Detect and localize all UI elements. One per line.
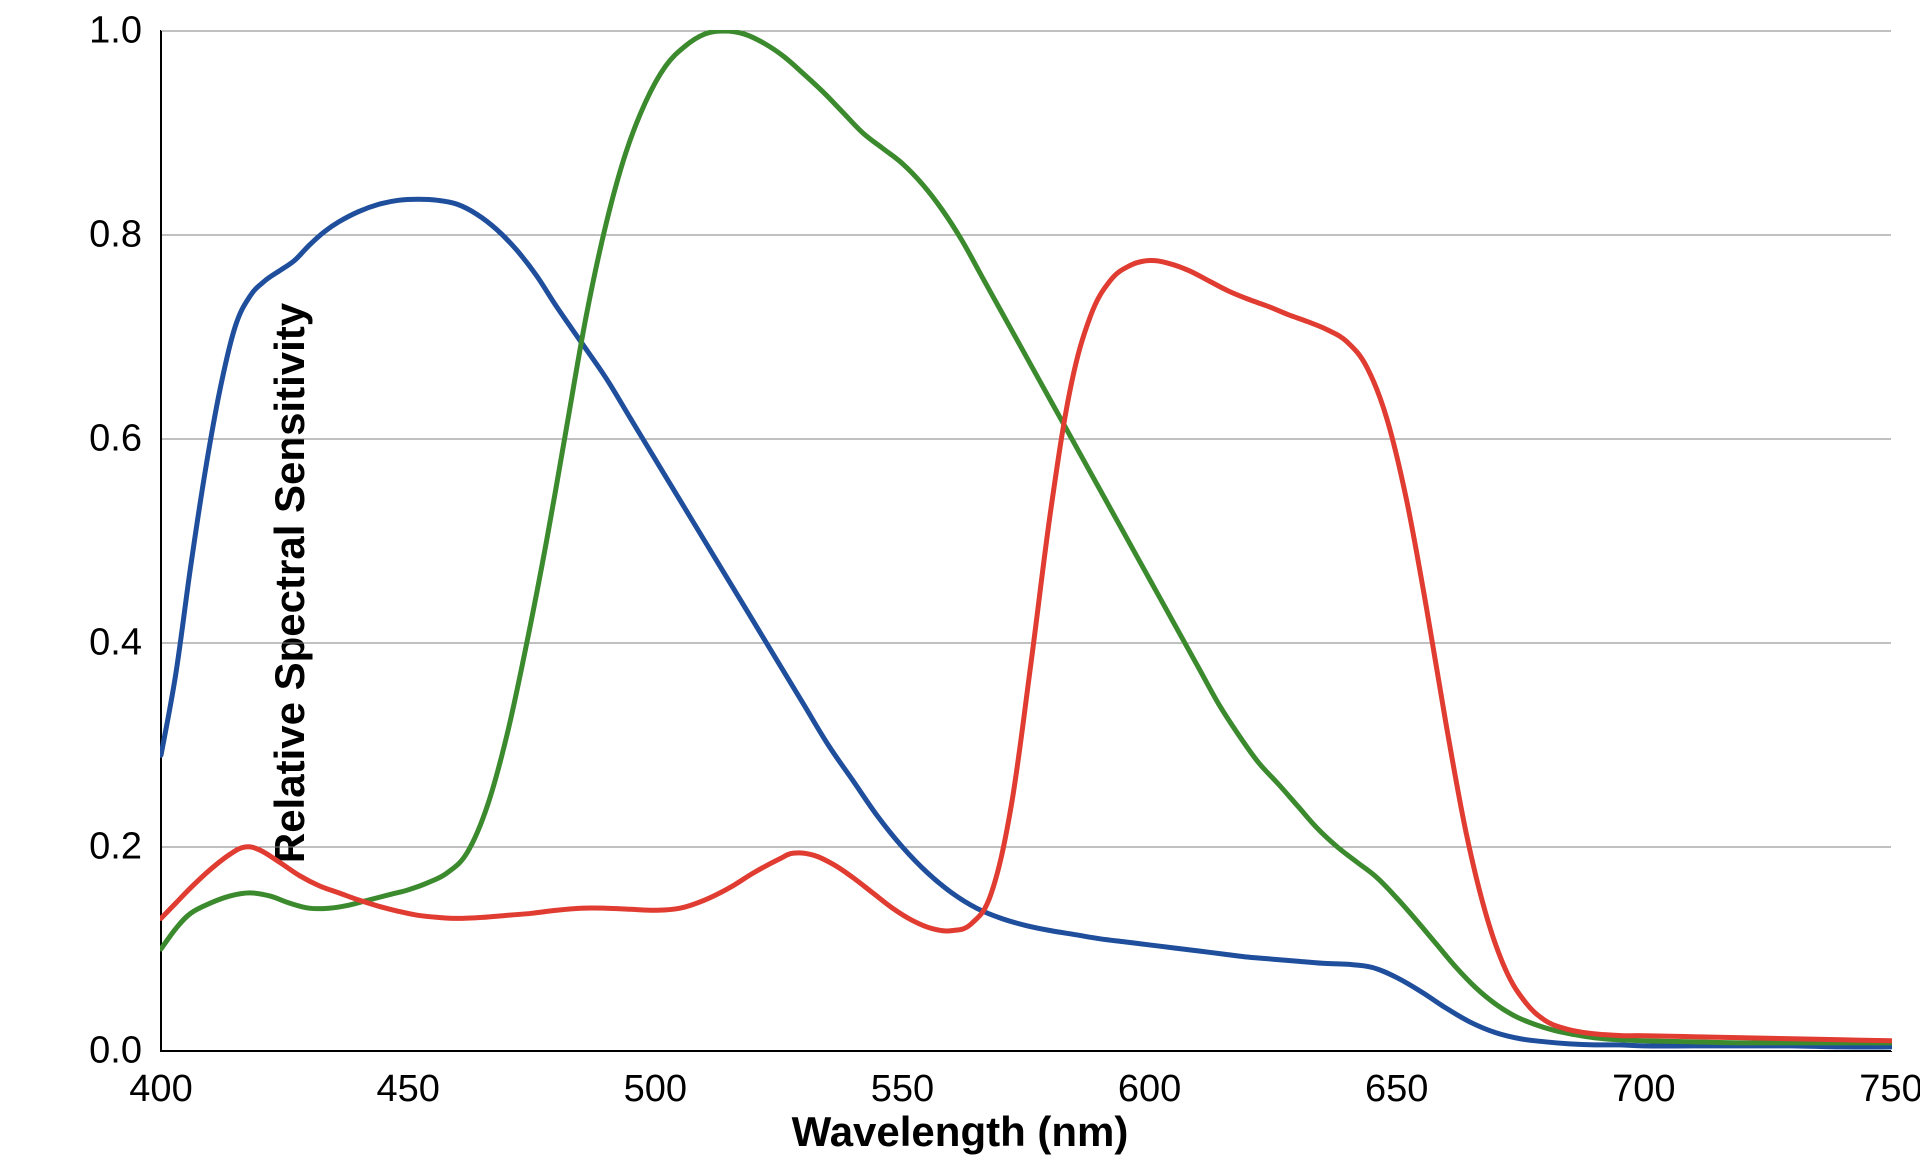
x-tick-label: 500: [615, 1068, 695, 1111]
blue-series: [161, 199, 1891, 1047]
chart-plot-area: [160, 30, 1892, 1052]
x-tick-label: 450: [368, 1068, 448, 1111]
x-tick-label: 550: [862, 1068, 942, 1111]
x-tick-label: 400: [121, 1068, 201, 1111]
x-tick-label: 700: [1604, 1068, 1684, 1111]
green-series: [161, 31, 1891, 1043]
x-tick-label: 650: [1357, 1068, 1437, 1111]
spectral-sensitivity-chart: Relative Spectral Sensitivity Wavelength…: [0, 0, 1920, 1166]
y-tick-label: 0.4: [82, 622, 142, 665]
x-axis-title: Wavelength (nm): [792, 1108, 1129, 1156]
y-tick-label: 1.0: [82, 10, 142, 53]
y-tick-label: 0.6: [82, 418, 142, 461]
x-tick-label: 750: [1851, 1068, 1920, 1111]
y-tick-label: 0.0: [82, 1030, 142, 1073]
y-tick-label: 0.2: [82, 826, 142, 869]
x-tick-label: 600: [1110, 1068, 1190, 1111]
y-tick-label: 0.8: [82, 214, 142, 257]
